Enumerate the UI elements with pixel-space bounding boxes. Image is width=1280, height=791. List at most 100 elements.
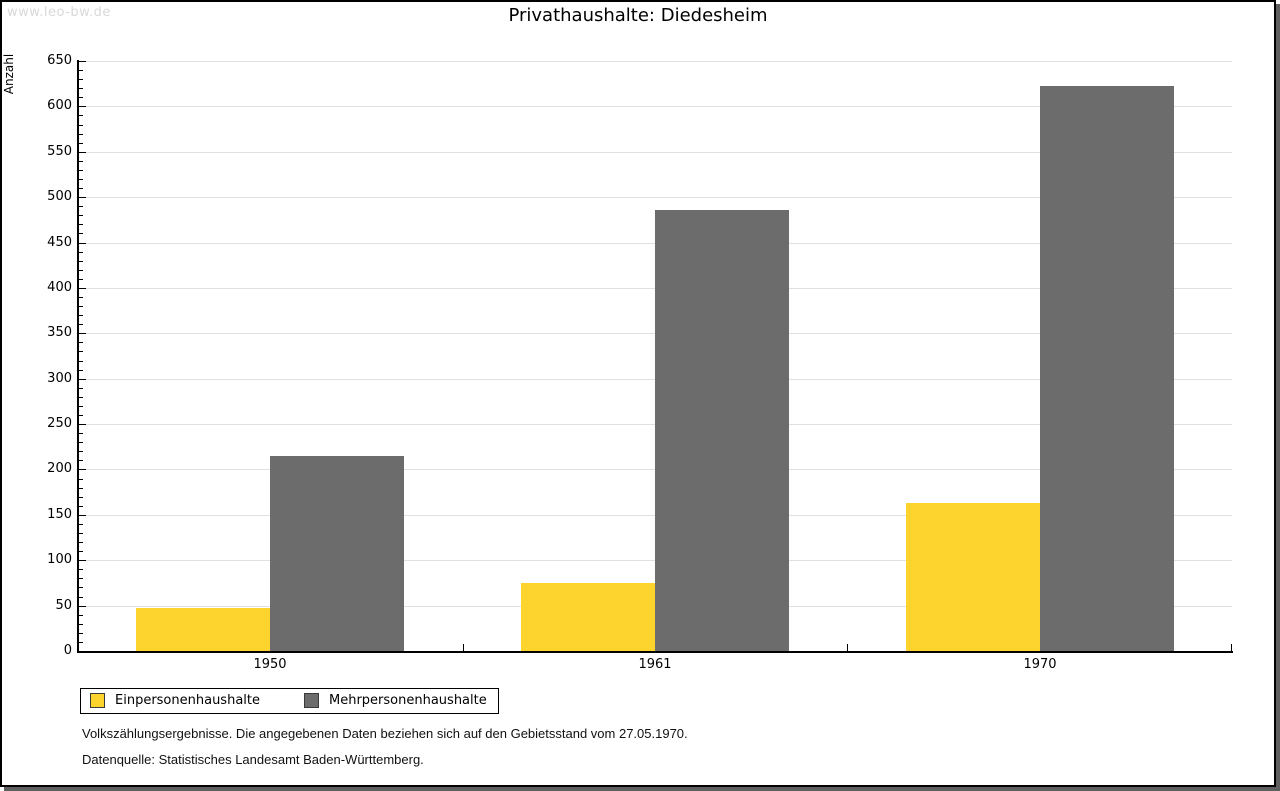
y-minor-tick — [79, 442, 83, 443]
y-axis-label: 600 — [47, 98, 72, 113]
legend-swatch-yellow — [90, 693, 105, 708]
x-axis-line — [77, 651, 1233, 653]
y-major-tick — [79, 560, 86, 561]
gridline — [79, 152, 1232, 153]
y-minor-tick — [79, 388, 83, 389]
y-minor-tick — [79, 569, 83, 570]
y-minor-tick — [79, 351, 83, 352]
y-minor-tick — [79, 306, 83, 307]
y-minor-tick — [79, 488, 83, 489]
legend-item-einpersonenhaushalte: Einpersonenhaushalte — [90, 693, 260, 708]
y-minor-tick — [79, 524, 83, 525]
y-minor-tick — [79, 79, 83, 80]
y-minor-tick — [79, 224, 83, 225]
bar-einpersonenhaushalte — [906, 503, 1040, 651]
y-minor-tick — [79, 233, 83, 234]
y-minor-tick — [79, 479, 83, 480]
x-axis-label: 1961 — [638, 657, 672, 672]
y-minor-tick — [79, 125, 83, 126]
footnote-line-1: Volkszählungsergebnisse. Die angegebenen… — [82, 726, 688, 741]
y-axis-label: 100 — [47, 552, 72, 567]
watermark: www.leo-bw.de — [7, 5, 111, 20]
y-axis-label: 450 — [47, 235, 72, 250]
y-minor-tick — [79, 261, 83, 262]
y-minor-tick — [79, 70, 83, 71]
y-major-tick — [79, 152, 86, 153]
x-axis-label: 1970 — [1023, 657, 1057, 672]
x-axis-label: 1950 — [253, 657, 287, 672]
bar-einpersonenhaushalte — [136, 608, 270, 651]
y-major-tick — [79, 424, 86, 425]
y-major-tick — [79, 288, 86, 289]
y-minor-tick — [79, 134, 83, 135]
y-axis-label: 50 — [55, 598, 72, 613]
y-axis-label: 200 — [47, 461, 72, 476]
footnote-line-2: Datenquelle: Statistisches Landesamt Bad… — [82, 752, 424, 767]
y-minor-tick — [79, 170, 83, 171]
y-minor-tick — [79, 642, 83, 643]
y-minor-tick — [79, 460, 83, 461]
y-minor-tick — [79, 206, 83, 207]
y-major-tick — [79, 333, 86, 334]
y-major-tick — [79, 197, 86, 198]
chart-title: Privathaushalte: Diedesheim — [508, 5, 768, 26]
y-minor-tick — [79, 597, 83, 598]
y-minor-tick — [79, 451, 83, 452]
x-tick — [847, 644, 848, 651]
gridline — [79, 197, 1232, 198]
x-tick — [1231, 644, 1232, 651]
y-axis-label: 0 — [63, 643, 72, 658]
y-minor-tick — [79, 578, 83, 579]
y-axis-title: Anzahl — [2, 53, 16, 95]
gridline — [79, 106, 1232, 107]
y-major-tick — [79, 606, 86, 607]
legend: Einpersonenhaushalte Mehrpersonenhaushal… — [80, 688, 499, 714]
y-minor-tick — [79, 497, 83, 498]
y-axis-label: 350 — [47, 325, 72, 340]
y-minor-tick — [79, 624, 83, 625]
y-major-tick — [79, 515, 86, 516]
y-minor-tick — [79, 415, 83, 416]
y-axis-label: 300 — [47, 371, 72, 386]
y-minor-tick — [79, 252, 83, 253]
y-minor-tick — [79, 533, 83, 534]
y-minor-tick — [79, 179, 83, 180]
y-axis-line — [77, 60, 79, 653]
y-minor-tick — [79, 551, 83, 552]
y-minor-tick — [79, 433, 83, 434]
y-axis-label: 400 — [47, 280, 72, 295]
bar-mehrpersonenhaushalte — [1040, 86, 1174, 651]
y-minor-tick — [79, 188, 83, 189]
y-axis-label: 250 — [47, 416, 72, 431]
legend-swatch-gray — [304, 693, 319, 708]
y-minor-tick — [79, 397, 83, 398]
y-axis-label: 650 — [47, 53, 72, 68]
y-axis-label: 550 — [47, 144, 72, 159]
y-major-tick — [79, 61, 86, 62]
y-minor-tick — [79, 587, 83, 588]
legend-label: Einpersonenhaushalte — [115, 693, 260, 708]
y-minor-tick — [79, 615, 83, 616]
y-minor-tick — [79, 361, 83, 362]
y-minor-tick — [79, 97, 83, 98]
y-minor-tick — [79, 324, 83, 325]
legend-item-mehrpersonenhaushalte: Mehrpersonenhaushalte — [304, 693, 487, 708]
y-major-tick — [79, 379, 86, 380]
y-minor-tick — [79, 215, 83, 216]
y-minor-tick — [79, 143, 83, 144]
x-tick — [463, 644, 464, 651]
y-minor-tick — [79, 270, 83, 271]
y-minor-tick — [79, 342, 83, 343]
y-minor-tick — [79, 406, 83, 407]
y-major-tick — [79, 243, 86, 244]
y-minor-tick — [79, 161, 83, 162]
bar-mehrpersonenhaushalte — [655, 210, 789, 651]
gridline — [79, 61, 1232, 62]
y-minor-tick — [79, 315, 83, 316]
bar-mehrpersonenhaushalte — [270, 456, 404, 651]
y-major-tick — [79, 469, 86, 470]
y-minor-tick — [79, 633, 83, 634]
y-axis-label: 500 — [47, 189, 72, 204]
legend-label: Mehrpersonenhaushalte — [329, 693, 487, 708]
